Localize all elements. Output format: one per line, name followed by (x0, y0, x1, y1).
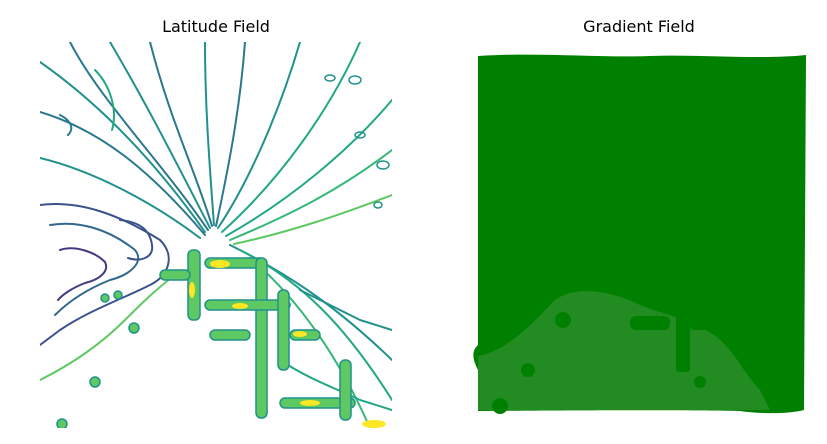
contour-line (59, 114, 73, 136)
contour-peak (362, 420, 386, 428)
contour-line (217, 42, 301, 229)
contour-peak (232, 303, 248, 309)
quiver-blob (694, 376, 706, 388)
contour-island (89, 376, 101, 388)
quiver-blob (521, 363, 535, 377)
contour-line (225, 99, 392, 237)
contour-line (40, 203, 170, 346)
contour-line (233, 194, 392, 245)
contour-island (100, 293, 110, 303)
contour-line (215, 42, 246, 227)
contour-line (40, 111, 206, 236)
contour-line (279, 359, 392, 411)
contour-cluster (277, 289, 290, 371)
contour-island (56, 418, 68, 428)
contour-island (376, 160, 390, 170)
contour-peak (189, 282, 195, 298)
contour-island (113, 290, 123, 300)
contour-peak (300, 400, 320, 406)
contour-line (40, 274, 176, 381)
contour-line (229, 149, 392, 241)
contour-line (221, 42, 361, 233)
contour-line (40, 157, 201, 239)
contour-island (354, 131, 366, 139)
contour-line (49, 222, 140, 316)
quiver-row (625, 280, 695, 290)
contour-island (128, 322, 140, 334)
quiver-blob (492, 398, 508, 414)
contour-line (69, 42, 209, 231)
quiver-row (630, 316, 670, 330)
contour-peak (210, 260, 230, 268)
quiver-blob (555, 312, 571, 328)
contour-peak (293, 331, 307, 337)
contour-cluster (159, 269, 191, 281)
left-chart-title: Latitude Field (162, 17, 270, 36)
quiver-row (690, 320, 720, 330)
contour-cluster (339, 359, 352, 421)
right-chart-title: Gradient Field (583, 17, 695, 36)
quiver-column (676, 262, 690, 372)
contour-line (149, 42, 213, 227)
contour-cluster (255, 257, 268, 419)
contour-island (373, 201, 383, 209)
contour-island (348, 75, 362, 85)
contour-line (119, 219, 154, 261)
contour-island (324, 74, 336, 82)
contour-line (299, 289, 392, 331)
contour-line (109, 42, 211, 229)
contour-line (57, 247, 108, 301)
contour-line (94, 69, 116, 131)
contour-line (204, 42, 215, 226)
contour-cluster (209, 329, 251, 341)
